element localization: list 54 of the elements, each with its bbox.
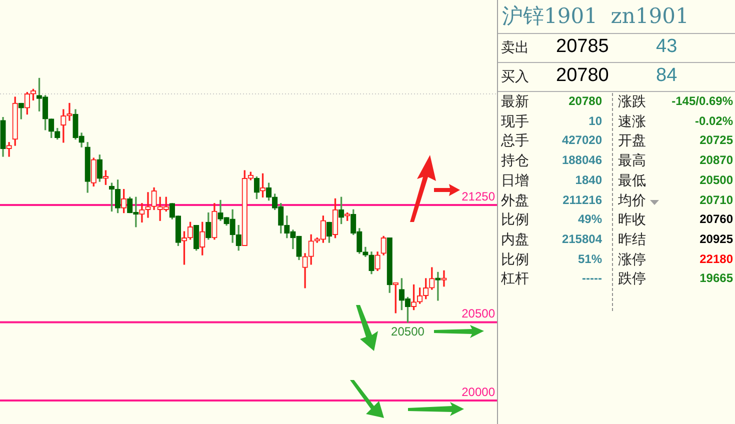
text: 均价 [618,192,646,210]
text: 总手 [501,132,529,150]
text: 买入 [501,68,529,86]
text: 19665 [700,271,733,286]
ref-line-label: 20000 [462,384,496,399]
text: 昨结 [618,230,646,249]
text: 持仓 [501,152,529,170]
text: 20925 [700,232,733,246]
text: 211216 [562,192,602,206]
text: 20785 [556,36,609,58]
text: 杠杆 [501,270,529,288]
text: 84 [656,65,678,87]
text: 比例 [501,250,529,269]
text: 卖出 [501,39,529,57]
text: 20870 [700,153,733,168]
text: 1840 [575,172,602,187]
text: ----- [582,271,602,286]
text: 427020 [562,133,602,148]
text: 10 [588,114,602,128]
text: -145/0.69% [672,94,733,108]
text: 昨收 [618,211,646,230]
text: 51% [578,252,602,266]
text: 开盘 [618,132,646,150]
text: 涨停 [618,250,646,269]
candlestick [435,272,441,301]
text: 内盘 [501,230,529,249]
text: 49% [578,212,602,226]
annotation: 20500 [391,324,425,339]
text: 215804 [562,232,602,246]
text: 43 [656,36,678,58]
text: 跌停 [618,270,646,288]
ref-line-label: 21250 [462,189,496,204]
text: -0.02% [694,114,733,128]
text: 现手 [501,112,529,131]
text: 20725 [700,133,733,148]
text: 沪锌1901 zn1901 [502,3,689,30]
text: 涨跌 [618,93,646,111]
candlestick [6,142,12,157]
text: 20780 [556,65,609,87]
text: 最新 [501,93,529,111]
text: 日增 [501,172,529,190]
candlestick [441,270,447,287]
text: 20710 [700,192,733,206]
ref-line-label: 20500 [462,306,496,321]
text: 20780 [568,94,602,108]
text: 20500 [700,172,733,187]
text: 最高 [618,152,646,170]
text: 比例 [501,211,529,230]
text: 最低 [618,172,646,190]
text: 20760 [700,212,733,226]
text: 22180 [700,252,733,266]
text: 速涨 [618,112,646,131]
text: 188046 [562,153,602,168]
text: 外盘 [501,192,529,210]
